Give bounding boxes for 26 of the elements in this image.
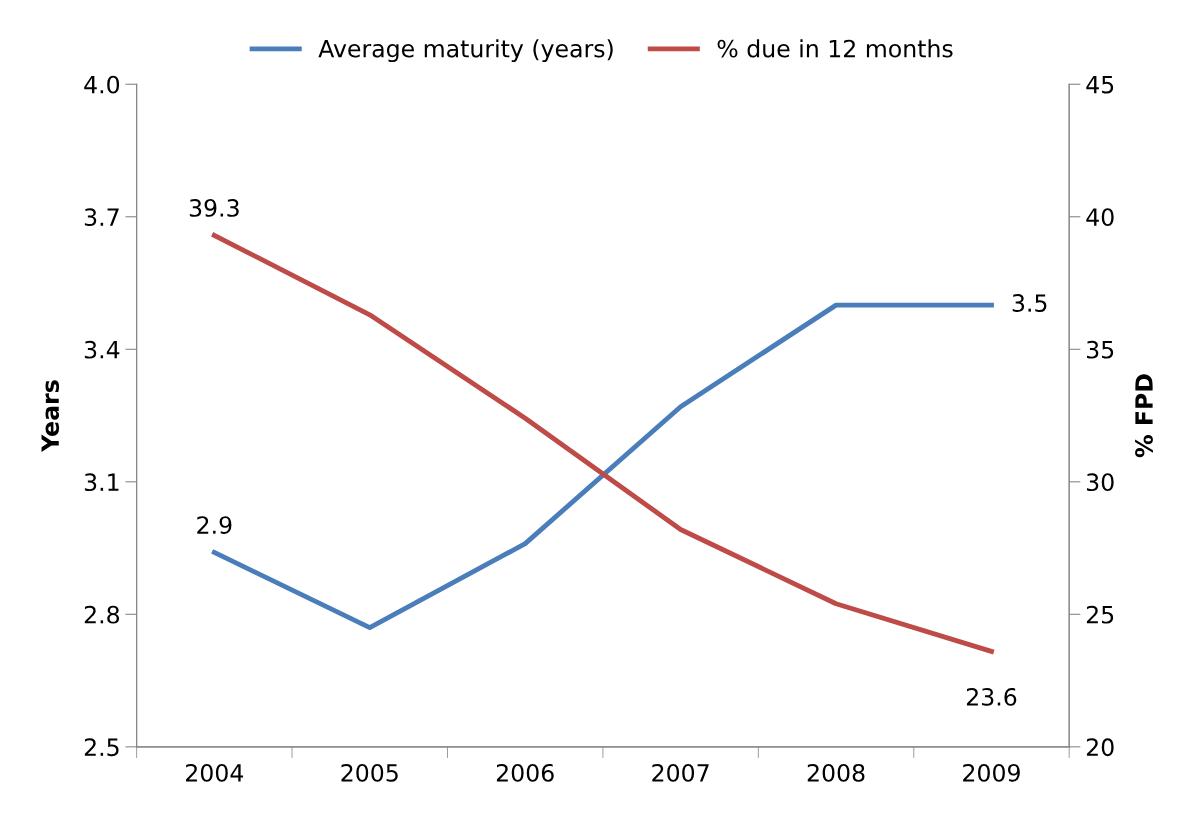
data-label: 23.6	[966, 687, 1017, 706]
data-label: 3.5	[1012, 294, 1047, 312]
x-tick-label: 2008	[807, 763, 865, 782]
y-tick-label: 3.1	[84, 473, 119, 492]
y2-tick-label: 40	[1086, 208, 1114, 227]
data-label: 39.3	[189, 199, 239, 217]
y2-tick-label: 45	[1086, 76, 1114, 94]
y2-tick-label: 20	[1086, 738, 1114, 757]
y-tick-label: 2.8	[84, 605, 120, 624]
legend-label: Average maturity (years)	[318, 39, 613, 63]
x-tick-label: 2007	[652, 763, 709, 782]
y2-tick-label: 30	[1086, 473, 1114, 492]
y2-tick-label: 25	[1086, 605, 1114, 624]
y-axis-title: Years	[41, 380, 60, 453]
y-tick-label: 4.0	[84, 75, 120, 94]
x-tick-label: 2004	[186, 763, 244, 782]
data-label: 2.9	[197, 516, 232, 535]
x-tick-label: 2009	[963, 763, 1020, 782]
x-tick-label: 2006	[496, 763, 554, 782]
y-tick-label: 3.4	[84, 340, 120, 359]
legend-label: % due in 12 months	[717, 39, 953, 58]
y-tick-label: 2.5	[84, 738, 119, 757]
y-tick-label: 3.7	[84, 208, 119, 227]
y2-axis-title: % FPD	[1135, 374, 1153, 458]
x-tick-label: 2005	[341, 763, 398, 782]
y2-tick-label: 35	[1086, 340, 1114, 359]
